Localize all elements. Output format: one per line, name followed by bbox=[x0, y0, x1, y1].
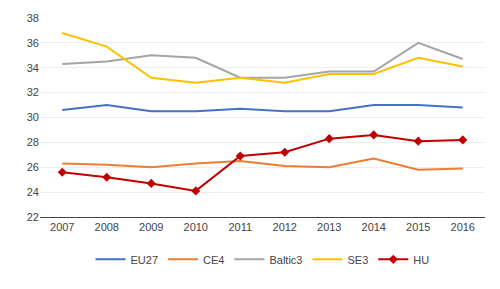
svg-text:2008: 2008 bbox=[95, 221, 119, 233]
svg-text:HU: HU bbox=[413, 254, 429, 266]
svg-text:EU27: EU27 bbox=[131, 254, 159, 266]
svg-text:38: 38 bbox=[27, 12, 39, 24]
svg-text:32: 32 bbox=[27, 86, 39, 98]
svg-text:24: 24 bbox=[27, 186, 39, 198]
svg-text:2013: 2013 bbox=[317, 221, 341, 233]
svg-text:34: 34 bbox=[27, 62, 39, 74]
svg-text:2014: 2014 bbox=[362, 221, 386, 233]
svg-text:2016: 2016 bbox=[451, 221, 475, 233]
svg-text:28: 28 bbox=[27, 136, 39, 148]
svg-text:2010: 2010 bbox=[184, 221, 208, 233]
svg-text:2012: 2012 bbox=[273, 221, 297, 233]
svg-text:SE3: SE3 bbox=[347, 254, 368, 266]
svg-text:2011: 2011 bbox=[228, 221, 252, 233]
svg-text:2015: 2015 bbox=[406, 221, 430, 233]
svg-text:36: 36 bbox=[27, 37, 39, 49]
svg-text:22: 22 bbox=[27, 211, 39, 223]
svg-text:26: 26 bbox=[27, 161, 39, 173]
svg-text:2007: 2007 bbox=[50, 221, 74, 233]
svg-text:Baltic3: Baltic3 bbox=[269, 254, 302, 266]
svg-text:30: 30 bbox=[27, 111, 39, 123]
svg-text:2009: 2009 bbox=[139, 221, 163, 233]
svg-text:CE4: CE4 bbox=[203, 254, 224, 266]
